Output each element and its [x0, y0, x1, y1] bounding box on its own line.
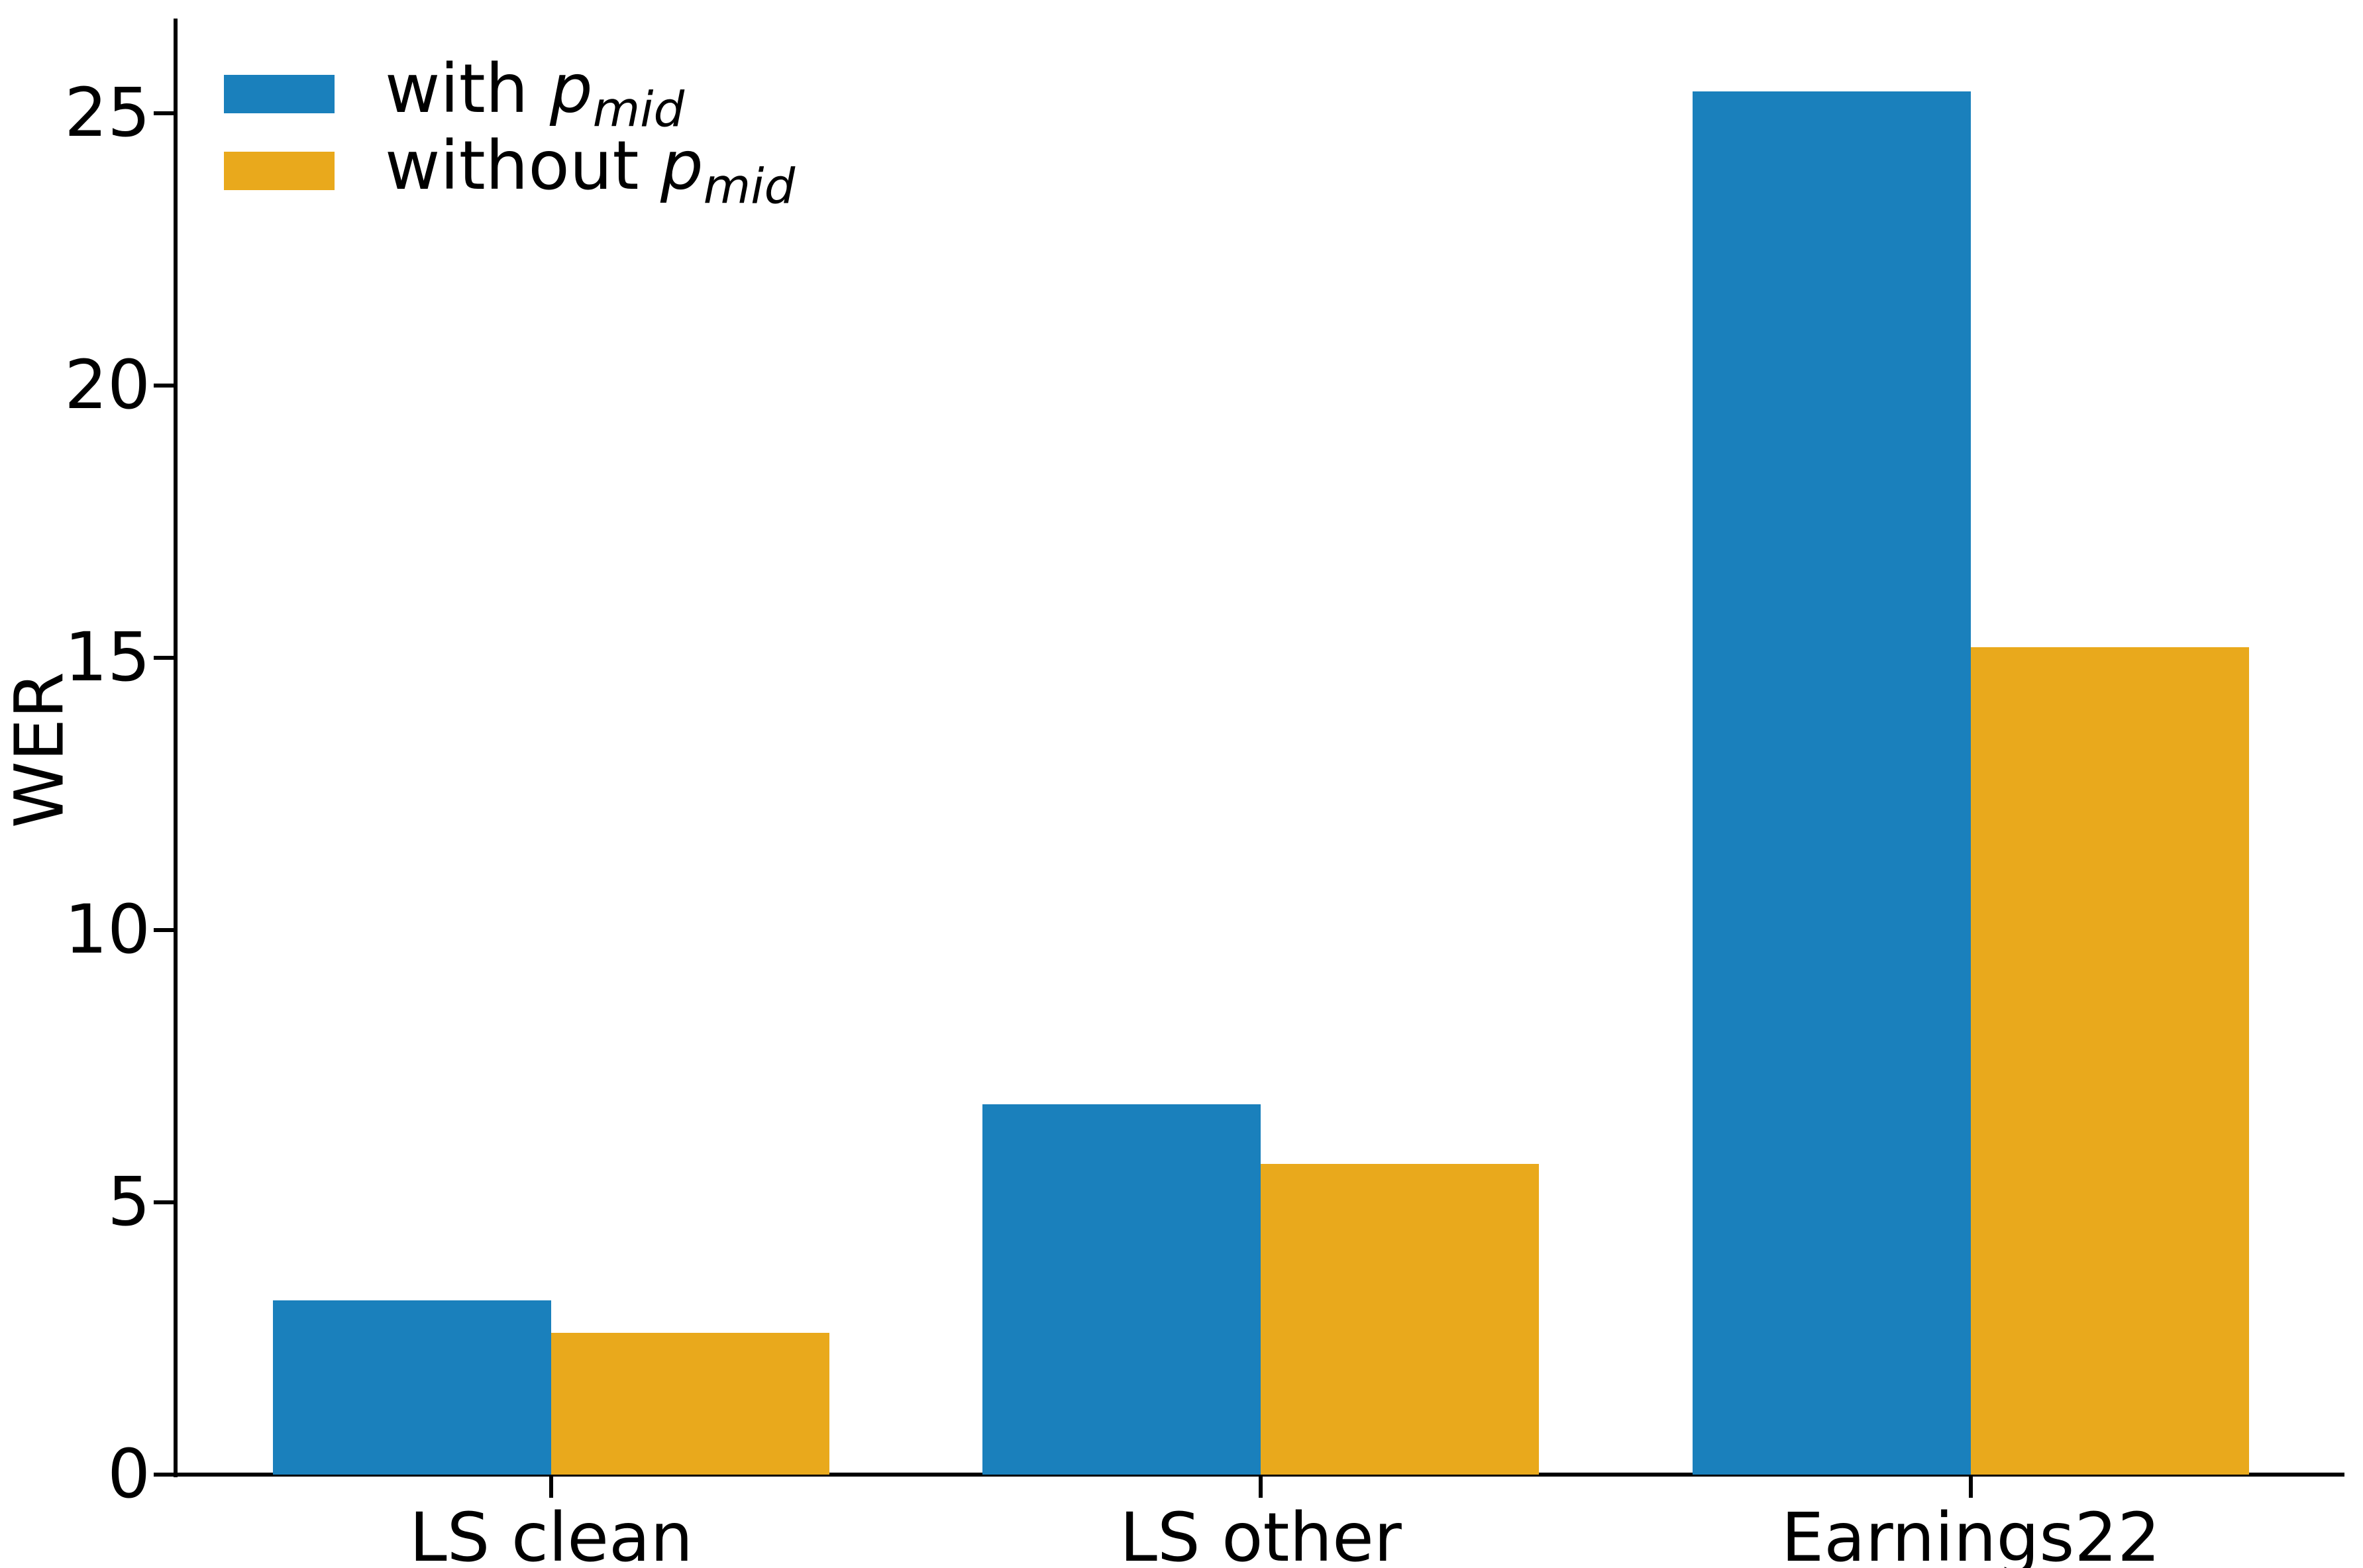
y-tick-mark: [154, 111, 175, 115]
x-tick-mark: [549, 1477, 553, 1498]
legend-swatch-without-pmid: [224, 152, 335, 190]
legend-item-with-pmid: with pmid: [224, 50, 795, 138]
x-tick-label: Earnings22: [1781, 1498, 2161, 1568]
y-tick-label: 5: [107, 1163, 150, 1241]
y-tick-label: 0: [107, 1435, 150, 1514]
legend-text: with: [385, 50, 550, 129]
legend-swatch-with-pmid: [224, 75, 335, 113]
bar-with-pmid-earnings22: [1693, 91, 1971, 1475]
bar-without-pmid-ls-other: [1261, 1164, 1539, 1475]
legend-math-var: p: [549, 50, 593, 129]
y-tick-mark: [154, 656, 175, 660]
y-tick-label: 20: [64, 346, 150, 425]
legend-math-var: p: [660, 127, 704, 206]
y-axis-line: [174, 19, 178, 1477]
legend-label-without-pmid: without pmid: [385, 127, 795, 215]
legend-math-sub: mid: [592, 81, 685, 138]
legend-math-sub: mid: [703, 158, 796, 215]
bar-with-pmid-ls-other: [982, 1104, 1261, 1475]
x-tick-mark: [1259, 1477, 1263, 1498]
y-tick-label: 10: [64, 890, 150, 969]
bar-with-pmid-ls-clean: [273, 1300, 551, 1475]
legend-text: without: [385, 127, 660, 206]
legend-item-without-pmid: without pmid: [224, 127, 795, 215]
x-axis-line: [174, 1473, 2344, 1477]
y-tick-mark: [154, 1473, 175, 1477]
bar-without-pmid-earnings22: [1971, 647, 2249, 1475]
x-tick-mark: [1969, 1477, 1973, 1498]
y-tick-mark: [154, 928, 175, 932]
legend: with pmid without pmid: [224, 50, 795, 215]
y-tick-mark: [154, 1200, 175, 1204]
y-tick-label: 25: [64, 74, 150, 152]
x-tick-label: LS other: [1120, 1498, 1402, 1568]
y-tick-mark: [154, 384, 175, 388]
legend-label-with-pmid: with pmid: [385, 50, 684, 138]
bar-without-pmid-ls-clean: [551, 1333, 829, 1475]
x-tick-label: LS clean: [409, 1498, 694, 1568]
y-tick-label: 15: [64, 618, 150, 697]
